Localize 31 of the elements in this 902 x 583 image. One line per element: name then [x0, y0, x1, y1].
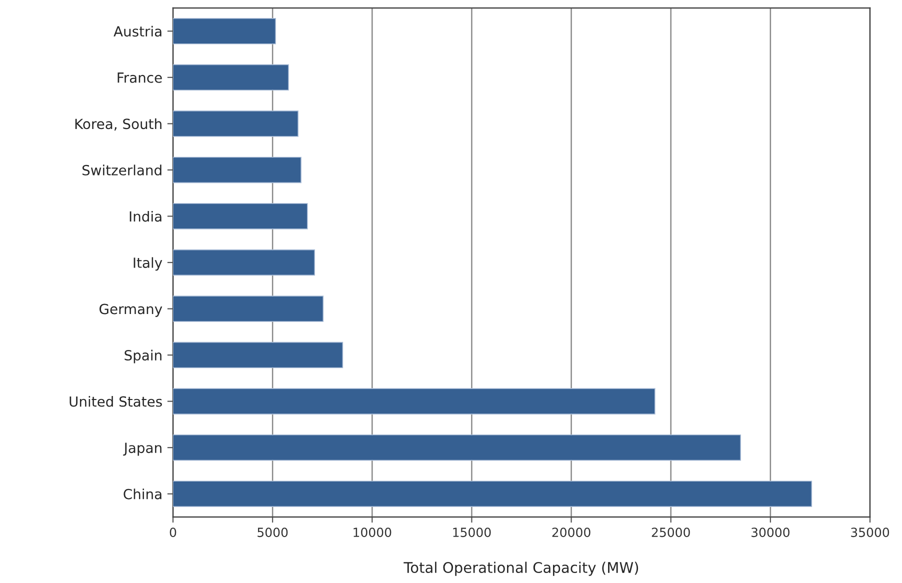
x-tick-label: 30000	[752, 528, 790, 538]
bar	[173, 203, 308, 230]
y-tick-label: Germany	[100, 304, 162, 317]
y-tick-label: France	[118, 72, 162, 83]
bar	[173, 480, 812, 508]
y-tick-label: United States	[70, 396, 162, 407]
bar	[173, 296, 324, 322]
x-tick-label: 25000	[652, 528, 690, 538]
y-tick-label: China	[124, 488, 162, 500]
x-tick-label: 15000	[453, 528, 491, 538]
x-tick-label: 20000	[552, 528, 590, 538]
x-tick-label: 35000	[851, 528, 890, 538]
x-tick-label: 5000	[258, 528, 288, 538]
x-tick-label: 10000	[354, 528, 392, 538]
y-tick-label: Italy	[134, 257, 162, 271]
y-tick-label: Switzerland	[82, 164, 162, 176]
bar	[173, 156, 302, 184]
x-tick-label: 0	[170, 528, 176, 538]
bar	[173, 110, 298, 137]
y-tick-label: Austria	[114, 26, 162, 37]
bar	[173, 342, 344, 368]
bar	[173, 249, 316, 276]
x-axis-title: Total Operational Capacity (MW)	[404, 562, 638, 576]
y-tick-label: Japan	[123, 442, 162, 456]
bar	[173, 434, 741, 461]
bar	[173, 388, 656, 414]
bar	[173, 18, 276, 44]
y-tick-label: Spain	[124, 350, 162, 364]
y-tick-label: Korea, South	[75, 118, 162, 131]
y-tick-label: India	[130, 210, 162, 222]
bar	[173, 64, 289, 91]
